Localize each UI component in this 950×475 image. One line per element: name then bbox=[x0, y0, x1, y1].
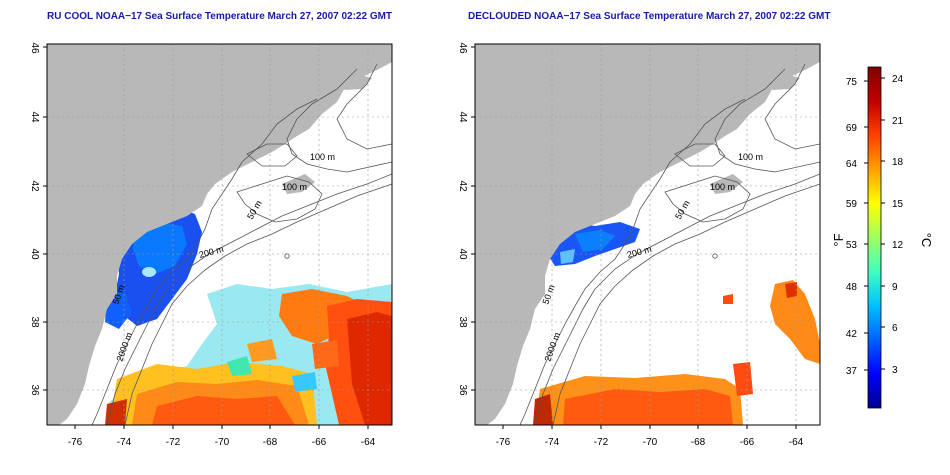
left-lon-tick-66: -66 bbox=[312, 437, 327, 448]
right-panel-title: DECLOUDED NOAA−17 Sea Surface Temperatur… bbox=[468, 11, 831, 22]
temperature-colorbar: 75 69 64 59 53 48 42 37 24 21 18 15 12 9… bbox=[831, 66, 934, 409]
left-lon-tick-64: -64 bbox=[361, 437, 376, 448]
right-lon-tick-74: -74 bbox=[545, 437, 560, 448]
colorbar-c-tick-12: 12 bbox=[892, 240, 904, 251]
colorbar-f-tick-53: 53 bbox=[846, 240, 858, 251]
right-lat-tick-42: 42 bbox=[457, 180, 468, 192]
colorbar-c-tick-24: 24 bbox=[892, 74, 904, 85]
right-lon-tick-72: -72 bbox=[594, 437, 609, 448]
left-lat-tick-44: 44 bbox=[29, 111, 40, 123]
colorbar-f-tick-64: 64 bbox=[846, 159, 858, 170]
right-lon-tick-76: -76 bbox=[496, 437, 511, 448]
left-map-panel: 100 m 100 m 50 m 200 m 50 m 2000 m -76 -… bbox=[29, 42, 393, 448]
colorbar-fahrenheit-label: °F bbox=[831, 233, 846, 246]
left-lon-tick-74: -74 bbox=[117, 437, 132, 448]
right-lat-tick-36: 36 bbox=[457, 384, 468, 396]
right-lon-tick-70: -70 bbox=[643, 437, 658, 448]
colorbar-c-tick-9: 9 bbox=[892, 282, 898, 293]
right-lon-tick-64: -64 bbox=[789, 437, 804, 448]
left-lon-tick-76: -76 bbox=[68, 437, 83, 448]
left-lat-tick-38: 38 bbox=[29, 316, 40, 328]
left-sst-field bbox=[47, 59, 392, 425]
colorbar-f-tick-42: 42 bbox=[846, 329, 858, 340]
right-lat-tick-40: 40 bbox=[457, 248, 468, 260]
right-lat-tick-38: 38 bbox=[457, 316, 468, 328]
left-panel-title: RU COOL NOAA−17 Sea Surface Temperature … bbox=[47, 11, 393, 22]
colorbar-c-tick-18: 18 bbox=[892, 157, 904, 168]
right-lat-tick-44: 44 bbox=[457, 111, 468, 123]
left-lat-tick-40: 40 bbox=[29, 248, 40, 260]
right-contour-label-100m-b: 100 m bbox=[710, 182, 735, 192]
colorbar-c-tick-6: 6 bbox=[892, 323, 898, 334]
left-contour-label-100m-a: 100 m bbox=[310, 152, 335, 162]
left-contour-label-100m-b: 100 m bbox=[282, 182, 307, 192]
colorbar-f-tick-75: 75 bbox=[846, 77, 858, 88]
right-lat-tick-46: 46 bbox=[457, 42, 468, 54]
colorbar-f-tick-59: 59 bbox=[846, 199, 858, 210]
left-lat-tick-42: 42 bbox=[29, 180, 40, 192]
left-lat-tick-36: 36 bbox=[29, 384, 40, 396]
colorbar-c-tick-21: 21 bbox=[892, 116, 904, 127]
colorbar-celsius-label: °C bbox=[919, 233, 934, 248]
colorbar-c-tick-15: 15 bbox=[892, 199, 904, 210]
right-map-panel: 100 m 100 m 50 m 200 m 50 m 2000 m -76 -… bbox=[457, 42, 821, 448]
colorbar-c-tick-3: 3 bbox=[892, 365, 898, 376]
colorbar-f-tick-48: 48 bbox=[846, 282, 858, 293]
colorbar-f-tick-69: 69 bbox=[846, 123, 858, 134]
right-gridlines bbox=[475, 44, 820, 425]
right-contour-label-100m-a: 100 m bbox=[738, 152, 763, 162]
left-lon-tick-72: -72 bbox=[166, 437, 181, 448]
left-lon-tick-70: -70 bbox=[215, 437, 230, 448]
left-lon-tick-68: -68 bbox=[263, 437, 278, 448]
colorbar-f-tick-37: 37 bbox=[846, 366, 858, 377]
right-lon-tick-66: -66 bbox=[740, 437, 755, 448]
left-gridlines bbox=[47, 44, 392, 425]
right-lon-tick-68: -68 bbox=[691, 437, 706, 448]
left-lat-tick-46: 46 bbox=[29, 42, 40, 54]
